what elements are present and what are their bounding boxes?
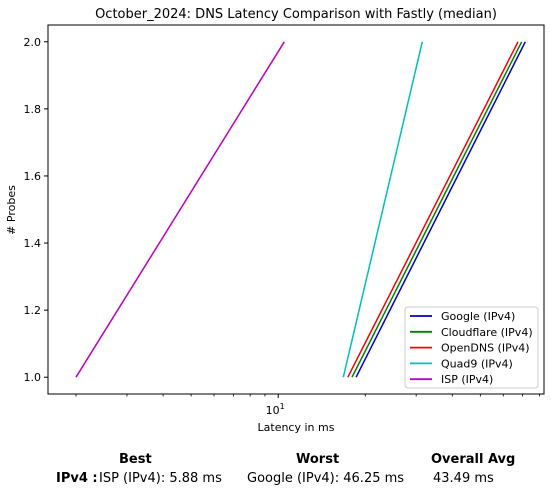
legend-label: Quad9 (IPv4) [441, 357, 513, 370]
overall-avg-value: 43.49 ms [433, 471, 494, 486]
y-axis-label: # Probes [5, 185, 18, 235]
worst-header: Worst [296, 452, 340, 467]
best-header: Best [119, 452, 152, 467]
y-axis-ticks: 1.0 1.2 1.4 1.6 1.8 2.0 [24, 36, 48, 384]
legend-label: ISP (IPv4) [441, 373, 493, 386]
legend-box [404, 306, 539, 389]
x-axis-label: Latency in ms [258, 421, 335, 434]
legend-label: Google (IPv4) [441, 310, 515, 323]
latency-chart: October_2024: DNS Latency Comparison wit… [5, 7, 545, 434]
series-line [355, 41, 526, 378]
y-tick-label: 1.8 [24, 103, 42, 116]
chart-title: October_2024: DNS Latency Comparison wit… [95, 7, 497, 22]
series-lines [75, 41, 526, 378]
best-value: ISP (IPv4): 5.88 ms [99, 471, 222, 486]
plot-area [47, 24, 545, 395]
y-tick-label: 1.6 [24, 170, 42, 183]
y-tick-label: 2.0 [24, 36, 42, 49]
legend-label: Cloudflare (IPv4) [441, 326, 533, 339]
y-tick-label: 1.4 [24, 237, 42, 250]
overall-avg-header: Overall Avg [431, 452, 516, 467]
y-tick-label: 1.2 [24, 304, 42, 317]
ipv4-row-label: IPv4 : [56, 471, 98, 486]
y-tick-label: 1.0 [24, 371, 42, 384]
series-line [347, 41, 519, 378]
x-tick-label: 101 [266, 402, 285, 417]
series-line [351, 41, 523, 378]
legend: Google (IPv4) Cloudflare (IPv4) OpenDNS (I… [404, 306, 539, 389]
x-axis-ticks: 101 [75, 394, 540, 417]
series-line [342, 41, 424, 378]
series-line [75, 41, 285, 378]
legend-label: OpenDNS (IPv4) [441, 342, 530, 355]
worst-value: Google (IPv4): 46.25 ms [247, 471, 405, 486]
